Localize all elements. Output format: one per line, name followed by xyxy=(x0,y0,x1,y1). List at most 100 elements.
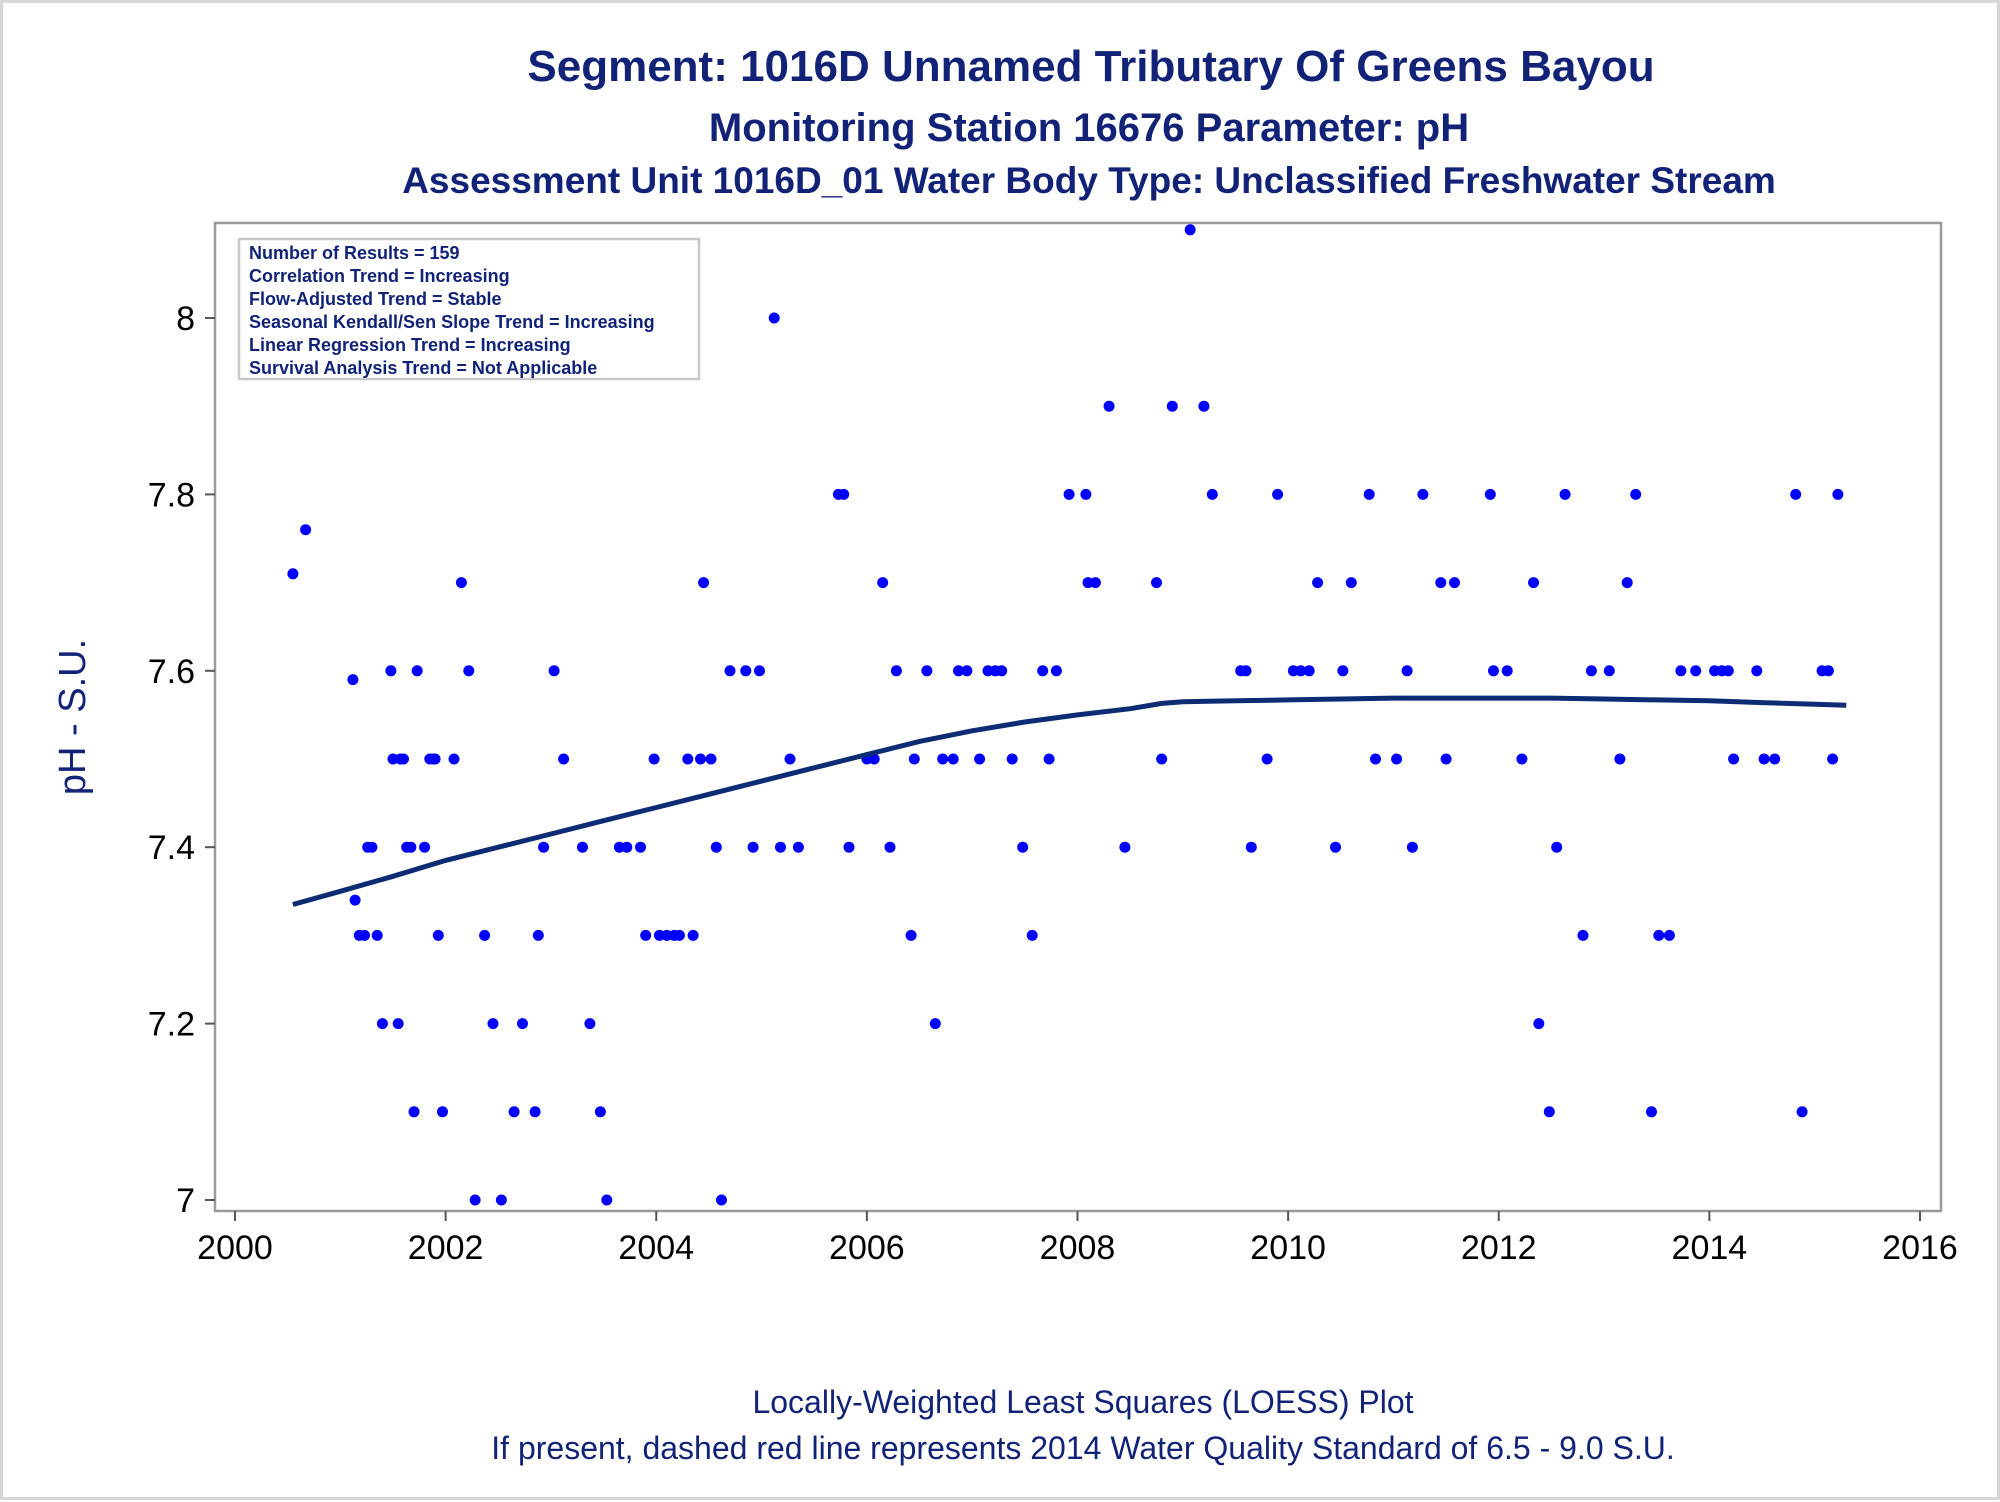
data-point xyxy=(1577,929,1589,941)
data-point xyxy=(1303,665,1315,677)
y-tick-label: 7.4 xyxy=(148,829,195,867)
data-point xyxy=(508,1106,520,1118)
data-point xyxy=(640,929,652,941)
data-point xyxy=(868,753,880,765)
data-point xyxy=(724,665,736,677)
data-point xyxy=(347,674,359,686)
data-point xyxy=(768,312,780,324)
data-point xyxy=(1240,665,1252,677)
data-point xyxy=(300,524,312,536)
data-point xyxy=(838,488,850,500)
data-point xyxy=(1603,665,1615,677)
data-point xyxy=(1543,1106,1555,1118)
data-point xyxy=(558,753,570,765)
footnote-1: Locally-Weighted Least Squares (LOESS) P… xyxy=(752,1384,1413,1420)
data-point xyxy=(479,929,491,941)
data-point xyxy=(437,1106,448,1118)
data-point xyxy=(1245,841,1257,853)
data-point xyxy=(1080,488,1092,500)
data-point xyxy=(1663,929,1675,941)
data-point xyxy=(529,1106,541,1118)
data-point xyxy=(463,665,475,677)
data-point xyxy=(1630,488,1642,500)
data-point xyxy=(937,753,949,765)
data-point xyxy=(287,568,299,580)
data-point xyxy=(432,929,444,941)
data-point xyxy=(1614,753,1626,765)
data-point xyxy=(1272,488,1284,500)
data-point xyxy=(1822,665,1834,677)
data-point xyxy=(1391,753,1403,765)
stats-line-4: Seasonal Kendall/Sen Slope Trend = Incre… xyxy=(249,312,655,332)
data-point xyxy=(877,577,889,589)
data-point xyxy=(1758,753,1770,765)
footnote-2: If present, dashed red line represents 2… xyxy=(491,1430,1674,1466)
x-tick-label: 2012 xyxy=(1461,1229,1537,1267)
data-point xyxy=(1156,753,1168,765)
data-point xyxy=(405,841,417,853)
data-point xyxy=(1449,577,1460,589)
data-point xyxy=(455,577,467,589)
loess-line-group xyxy=(292,695,1847,907)
data-point xyxy=(1261,753,1273,765)
chart-subtitle: Monitoring Station 16676 Parameter: pH xyxy=(709,106,1469,150)
data-point xyxy=(1295,665,1307,677)
x-tick-label: 2008 xyxy=(1040,1229,1116,1267)
chart-title: Segment: 1016D Unnamed Tributary Of Gree… xyxy=(527,42,1654,91)
data-point xyxy=(947,753,959,765)
data-point xyxy=(1330,841,1341,853)
data-point xyxy=(1533,1018,1545,1030)
data-point xyxy=(710,841,722,853)
data-point xyxy=(398,753,409,765)
data-point xyxy=(1337,665,1349,677)
data-point xyxy=(1675,665,1687,677)
data-point xyxy=(1043,753,1055,765)
scatter-points xyxy=(287,224,1844,1206)
data-point xyxy=(921,665,933,677)
stats-line-5: Linear Regression Trend = Increasing xyxy=(249,335,571,355)
data-point xyxy=(716,1194,727,1206)
data-point xyxy=(784,753,796,765)
data-point xyxy=(843,841,855,853)
data-point xyxy=(682,753,694,765)
data-point xyxy=(411,665,423,677)
data-point xyxy=(1440,753,1452,765)
x-tick-label: 2010 xyxy=(1250,1229,1326,1267)
data-point xyxy=(1559,488,1571,500)
data-point xyxy=(376,1018,388,1030)
data-point xyxy=(884,841,896,853)
data-point xyxy=(929,1018,941,1030)
stats-line-2: Correlation Trend = Increasing xyxy=(249,266,510,286)
data-point xyxy=(1621,577,1633,589)
data-point xyxy=(961,665,973,677)
data-point xyxy=(775,841,786,853)
stats-line-6: Survival Analysis Trend = Not Applicable xyxy=(249,358,597,378)
axes: 2000 2002 2004 2006 2008 2010 2012 2014 2016 7 7.2… xyxy=(148,300,1958,1267)
y-tick-label: 7.6 xyxy=(148,653,195,691)
data-point xyxy=(996,665,1008,677)
data-point xyxy=(1184,224,1196,236)
data-point xyxy=(695,753,706,765)
data-point xyxy=(740,665,752,677)
y-tick-label: 7 xyxy=(176,1182,195,1220)
data-point xyxy=(1435,577,1447,589)
data-point xyxy=(408,1106,420,1118)
data-point xyxy=(1769,753,1781,765)
data-point xyxy=(366,841,378,853)
data-point xyxy=(754,665,765,677)
data-point xyxy=(1063,488,1075,500)
data-point xyxy=(1017,841,1029,853)
data-point xyxy=(705,753,717,765)
data-point xyxy=(1206,488,1218,500)
data-point xyxy=(1026,929,1038,941)
data-point xyxy=(673,929,685,941)
data-point xyxy=(1790,488,1802,500)
data-point xyxy=(648,753,660,765)
data-point xyxy=(548,665,560,677)
data-point xyxy=(1646,1106,1657,1118)
data-point xyxy=(385,665,397,677)
data-point xyxy=(1751,665,1763,677)
x-tick-label: 2014 xyxy=(1672,1229,1748,1267)
data-point xyxy=(621,841,633,853)
x-tick-label: 2000 xyxy=(197,1229,273,1267)
